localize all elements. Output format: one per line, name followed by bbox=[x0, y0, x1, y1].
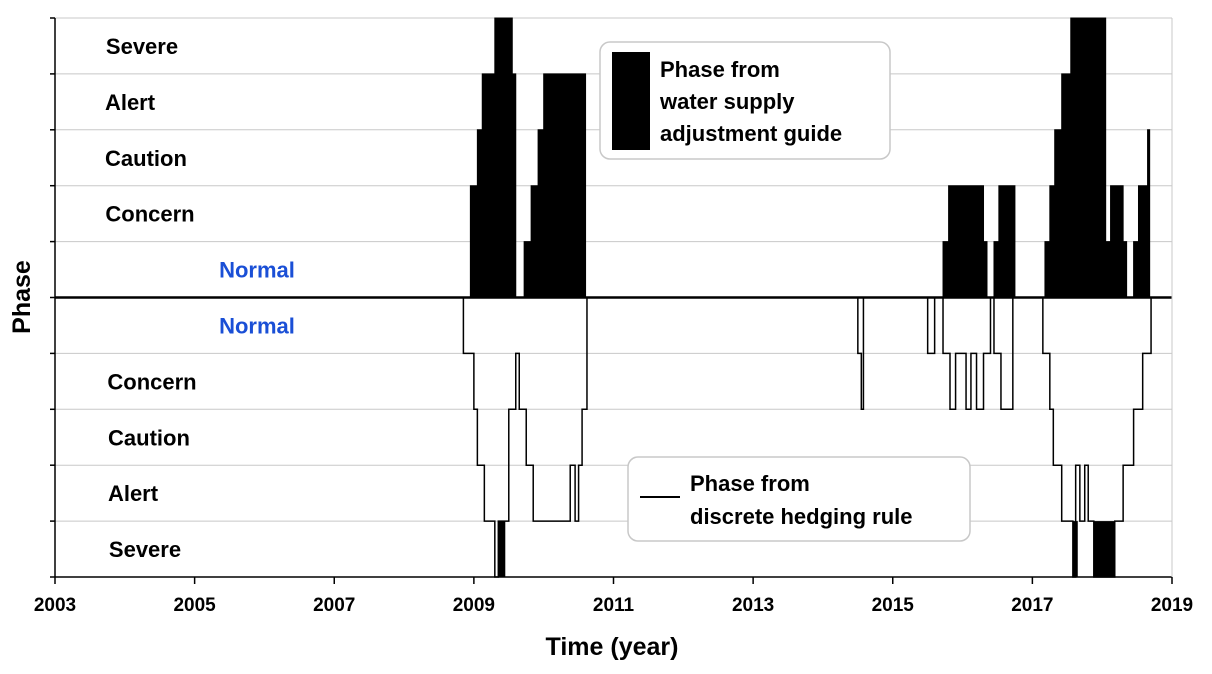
legend-box bbox=[627, 456, 971, 542]
phase-label-upper: Severe bbox=[106, 34, 178, 59]
phase-label-upper: Alert bbox=[105, 90, 156, 115]
phase-label-upper: Caution bbox=[105, 146, 187, 171]
legend-text-line: water supply bbox=[659, 89, 795, 114]
y-axis-title: Phase bbox=[8, 260, 36, 334]
series-hedging-rule bbox=[55, 296, 1172, 578]
phase-label-lower: Normal bbox=[219, 313, 295, 338]
axes bbox=[50, 17, 1173, 584]
x-tick-label: 2007 bbox=[313, 595, 355, 616]
phase-label-lower: Concern bbox=[107, 369, 196, 394]
phase-label-upper: Concern bbox=[105, 202, 194, 227]
phase-label-lower: Caution bbox=[108, 425, 190, 450]
phase-label-lower: Alert bbox=[108, 481, 159, 506]
legend-hedging-rule: Phase from discrete hedging rule bbox=[627, 456, 971, 542]
severe-spike bbox=[1093, 521, 1115, 577]
phase-label-lower: Severe bbox=[109, 537, 181, 562]
legend-text-line: Phase from bbox=[660, 57, 780, 82]
series-line-hedging-rule bbox=[55, 296, 1172, 578]
phase-labels: Severe Alert Caution Concern Normal Normal Con… bbox=[105, 34, 295, 562]
x-tick-label: 2003 bbox=[34, 595, 76, 616]
severe-spike bbox=[1072, 521, 1078, 577]
series-adjustment-guide bbox=[55, 17, 1172, 298]
legend-text-line: Phase from bbox=[690, 471, 810, 496]
x-tick-label: 2015 bbox=[872, 595, 915, 616]
x-tick-labels: 2003 2005 2007 2009 2011 2013 2015 2017 2019 bbox=[34, 595, 1193, 616]
x-tick-label: 2017 bbox=[1011, 595, 1053, 616]
legend-swatch-fill bbox=[612, 52, 650, 150]
severe-spike bbox=[494, 18, 513, 74]
x-tick-label: 2009 bbox=[453, 595, 495, 616]
legend-text-line: adjustment guide bbox=[660, 121, 842, 146]
x-tick-label: 2011 bbox=[593, 595, 635, 616]
x-tick-label: 2005 bbox=[173, 595, 216, 616]
severe-spike bbox=[498, 521, 506, 577]
severe-spike bbox=[1070, 18, 1106, 74]
x-axis-title: Time (year) bbox=[546, 633, 679, 661]
phase-label-upper: Normal bbox=[219, 258, 295, 283]
legend-text-line: discrete hedging rule bbox=[690, 504, 913, 529]
x-tick-label: 2019 bbox=[1151, 595, 1193, 616]
x-tick-label: 2013 bbox=[732, 595, 774, 616]
series-area-adjustment-guide bbox=[55, 17, 1172, 298]
legend-adjustment-guide: Phase from water supply adjustment guide bbox=[599, 41, 891, 160]
legend-box bbox=[599, 41, 891, 160]
